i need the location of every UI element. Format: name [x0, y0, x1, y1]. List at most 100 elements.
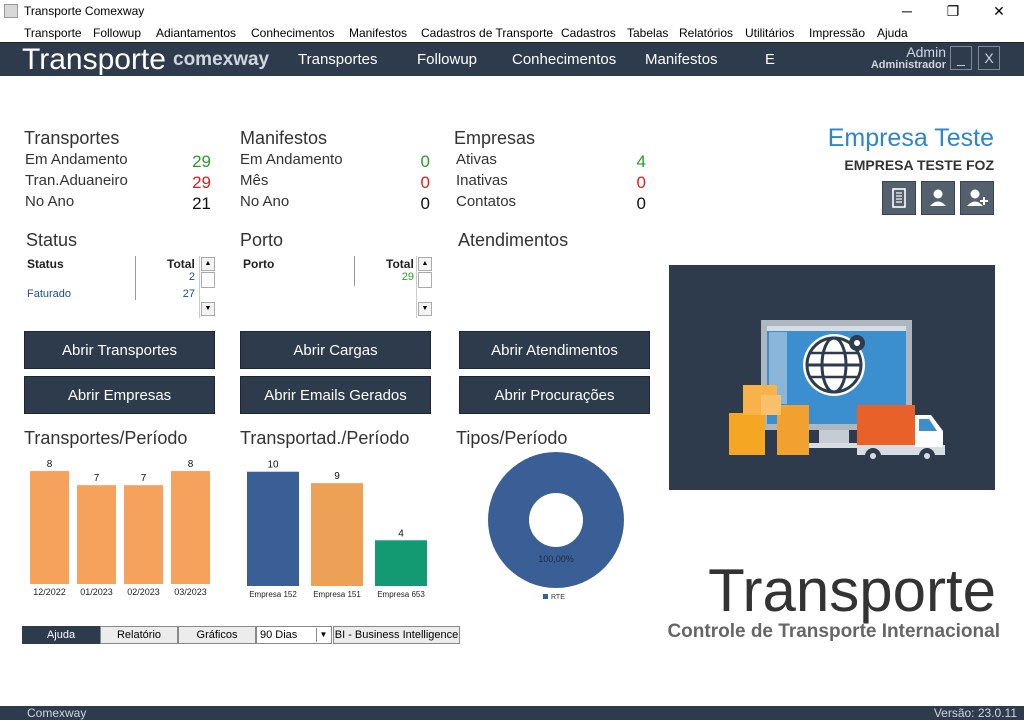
header-minimize-button[interactable]: _	[950, 46, 972, 70]
grid-status-total[interactable]: 27	[182, 288, 195, 300]
company-building-button[interactable]	[882, 181, 916, 215]
period-select[interactable]: 90 Dias ▼	[256, 626, 332, 644]
grid-status-title: Status	[26, 230, 78, 250]
stat-label: No Ano	[240, 193, 290, 210]
grid-status-scrollbar[interactable]: ▲ ▼	[199, 256, 215, 318]
monitor-base	[799, 443, 869, 448]
stat-value: 21	[192, 194, 211, 213]
grid-porto-scrollbar[interactable]: ▲ ▼	[416, 256, 432, 318]
bar-value-label: 7	[141, 473, 147, 484]
scroll-up-icon[interactable]: ▲	[201, 257, 215, 271]
menu-relatorios[interactable]: Relatórios	[679, 26, 734, 40]
bar-12/2022[interactable]	[30, 471, 69, 584]
abrir-emails-gerados-button[interactable]: Abrir Emails Gerados	[240, 376, 431, 414]
scroll-thumb[interactable]	[418, 272, 432, 288]
menu-cadastros-transporte[interactable]: Cadastros de Transporte	[421, 26, 554, 40]
pie-percent-label: 100,00%	[538, 554, 574, 564]
menu-followup[interactable]: Followup	[93, 26, 142, 40]
hero-subtitle: Controle de Transporte Internacional	[667, 621, 1000, 642]
stat-label: No Ano	[25, 193, 75, 210]
menu-utilitarios[interactable]: Utilitários	[745, 26, 795, 40]
scroll-up-icon[interactable]: ▲	[418, 257, 432, 271]
status-company: Comexway	[27, 706, 87, 720]
chart-tipos-title: Tipos/Período	[456, 428, 568, 448]
abrir-empresas-button[interactable]: Abrir Empresas	[24, 376, 215, 414]
truck-cargo	[857, 405, 915, 445]
scroll-down-icon[interactable]: ▼	[201, 302, 215, 316]
chevron-down-icon[interactable]: ▼	[316, 628, 330, 642]
window-title: Transporte Comexway	[24, 4, 145, 18]
hero-illustration	[669, 265, 995, 490]
bar-value-label: 8	[47, 459, 53, 470]
menu-cadastros[interactable]: Cadastros	[561, 26, 616, 40]
stat-label: Em Andamento	[240, 151, 343, 168]
nav-transportes[interactable]: Transportes	[298, 51, 378, 68]
grid-porto-col-total[interactable]: Total	[386, 257, 414, 271]
nav-conhecimentos[interactable]: Conhecimentos	[512, 51, 617, 68]
stat-value: 0	[420, 173, 430, 192]
close-button[interactable]: ✕	[993, 3, 1005, 19]
menu-adiantamentos[interactable]: Adiantamentos	[156, 26, 237, 40]
stat-value: 0	[420, 194, 430, 213]
grid-porto-col-porto[interactable]: Porto	[243, 257, 275, 271]
tab-graficos[interactable]: Gráficos	[178, 626, 256, 644]
header-close-button[interactable]: X	[978, 46, 1000, 70]
grid-status-col-total[interactable]: Total	[167, 257, 195, 271]
bar-03/2023[interactable]	[171, 471, 210, 584]
tab-relatorio[interactable]: Relatório	[100, 626, 178, 644]
stat-label: Em Andamento	[25, 151, 128, 168]
user-name: Admin	[906, 44, 946, 60]
grid-status-col-status[interactable]: Status	[27, 257, 64, 271]
company-subtitle: EMPRESA TESTE FOZ	[844, 157, 994, 173]
grid-status-total[interactable]: 2	[188, 271, 195, 283]
bar-category-label: Empresa 152	[249, 590, 297, 599]
company-user-button[interactable]	[921, 181, 955, 215]
abrir-cargas-button[interactable]: Abrir Cargas	[240, 331, 431, 369]
bar-Empresa 653[interactable]	[375, 540, 427, 586]
grid-porto-total[interactable]: 29	[401, 271, 414, 283]
maximize-button[interactable]: ❐	[946, 3, 960, 19]
user-icon	[930, 189, 946, 206]
chart-transportadoras-title: Transportad./Período	[240, 428, 410, 448]
stat-value: 0	[420, 152, 430, 171]
scroll-down-icon[interactable]: ▼	[418, 302, 432, 316]
bar-01/2023[interactable]	[77, 485, 116, 584]
bi-button[interactable]: BI - Business Intelligence	[333, 626, 460, 644]
bar-02/2023[interactable]	[124, 485, 163, 584]
chart-periodo-title: Transportes/Período	[24, 428, 188, 448]
menu-tabelas[interactable]: Tabelas	[627, 26, 669, 40]
nav-manifestos[interactable]: Manifestos	[645, 51, 718, 68]
grid-porto-title: Porto	[240, 230, 284, 250]
bar-category-label: 12/2022	[33, 587, 66, 597]
stat-value: 29	[192, 152, 211, 171]
company-name: Empresa Teste	[827, 124, 994, 152]
bar-category-label: Empresa 151	[313, 590, 361, 599]
menu-impressao[interactable]: Impressão	[809, 26, 866, 40]
menu-bar: Transporte Followup Adiantamentos Conhec…	[0, 22, 1024, 42]
abrir-atendimentos-button[interactable]: Abrir Atendimentos	[459, 331, 650, 369]
abrir-transportes-button[interactable]: Abrir Transportes	[24, 331, 215, 369]
stat-label: Mês	[240, 172, 269, 189]
grid-status-name[interactable]: Faturado	[27, 288, 72, 300]
stats-transportes-title: Transportes	[24, 128, 120, 148]
bar-Empresa 151[interactable]	[311, 483, 363, 586]
bar-Empresa 152[interactable]	[247, 471, 299, 586]
brand-subtitle: comexway	[173, 49, 270, 70]
app-header: Transporte comexway Transportes Followup…	[0, 42, 1024, 76]
menu-conhecimentos[interactable]: Conhecimentos	[251, 26, 335, 40]
menu-ajuda[interactable]: Ajuda	[877, 26, 908, 40]
minimize-button[interactable]: ─	[902, 3, 912, 19]
abrir-procuracoes-button[interactable]: Abrir Procurações	[459, 376, 650, 414]
menu-transporte[interactable]: Transporte	[24, 26, 82, 40]
nav-more[interactable]: E	[765, 51, 776, 68]
scroll-thumb[interactable]	[201, 272, 215, 288]
stat-value: 0	[636, 194, 646, 213]
tab-ajuda[interactable]: Ajuda	[22, 626, 100, 644]
menu-manifestos[interactable]: Manifestos	[349, 26, 408, 40]
grid-atendimentos-title: Atendimentos	[458, 230, 569, 250]
nav-followup[interactable]: Followup	[417, 51, 478, 68]
stat-label: Contatos	[456, 193, 517, 210]
bar-category-label: Empresa 653	[377, 590, 425, 599]
company-add-user-button[interactable]	[960, 181, 994, 215]
legend-label: RTE	[551, 594, 565, 601]
